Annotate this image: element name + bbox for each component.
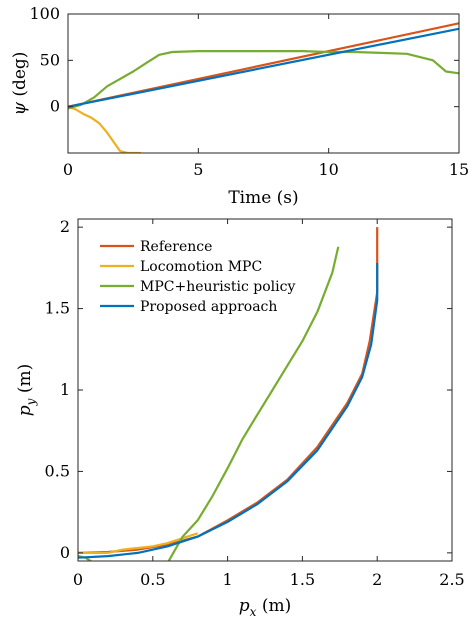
x-tick-label: 1.5 — [290, 570, 315, 589]
top-chart: 0 5 10 15 0 50 100 Time (s) ψ (deg) — [10, 4, 469, 208]
x-tick-label: 0.5 — [140, 570, 165, 589]
series-line-reference — [78, 227, 379, 554]
x-axis-label: px (m) — [239, 596, 291, 619]
y-axis-label: py (m) — [15, 364, 38, 416]
x-tick-label: 10 — [318, 160, 338, 179]
x-tick-label: 1 — [223, 570, 233, 589]
y-tick-label: 0.5 — [45, 461, 70, 480]
y-axis-label: ψ (deg) — [10, 52, 30, 116]
series-line-locomotion-mpc — [78, 532, 199, 554]
series-line-mpc-heuristic-policy — [68, 50, 459, 110]
plot-frame — [77, 218, 453, 562]
legend-label: MPC+heuristic policy — [140, 279, 295, 295]
y-tick-label: 50 — [40, 50, 60, 69]
legend-label: Reference — [140, 239, 212, 255]
x-tick-label: 2.5 — [439, 570, 464, 589]
x-tick-label: 5 — [193, 160, 203, 179]
x-tick-label: 0 — [73, 570, 83, 589]
x-tick-label: 15 — [449, 160, 469, 179]
x-tick-label: 2 — [372, 570, 382, 589]
y-tick-label: 0 — [60, 543, 70, 562]
y-tick-label: 1.5 — [45, 299, 70, 318]
y-tick-label: 100 — [29, 4, 60, 23]
legend-label: Locomotion MPC — [140, 259, 262, 275]
series-line-proposed-approach — [68, 27, 459, 108]
y-tick-label: 2 — [60, 217, 70, 236]
series-line-locomotion-mpc — [68, 105, 141, 153]
series-line-proposed-approach — [78, 263, 379, 559]
y-tick-label: 0 — [50, 97, 60, 116]
x-axis-label: Time (s) — [228, 188, 298, 208]
y-tick-label: 1 — [60, 380, 70, 399]
series-line-mpc-heuristic-policy — [78, 246, 340, 561]
legend-label: Proposed approach — [140, 299, 277, 315]
x-tick-label: 0 — [63, 160, 73, 179]
bottom-chart: 0 0.5 1 1.5 2 2.5 0 0.5 1 1.5 2 px (m) py (m) Referen… — [15, 217, 465, 619]
plot-frame — [67, 13, 460, 154]
